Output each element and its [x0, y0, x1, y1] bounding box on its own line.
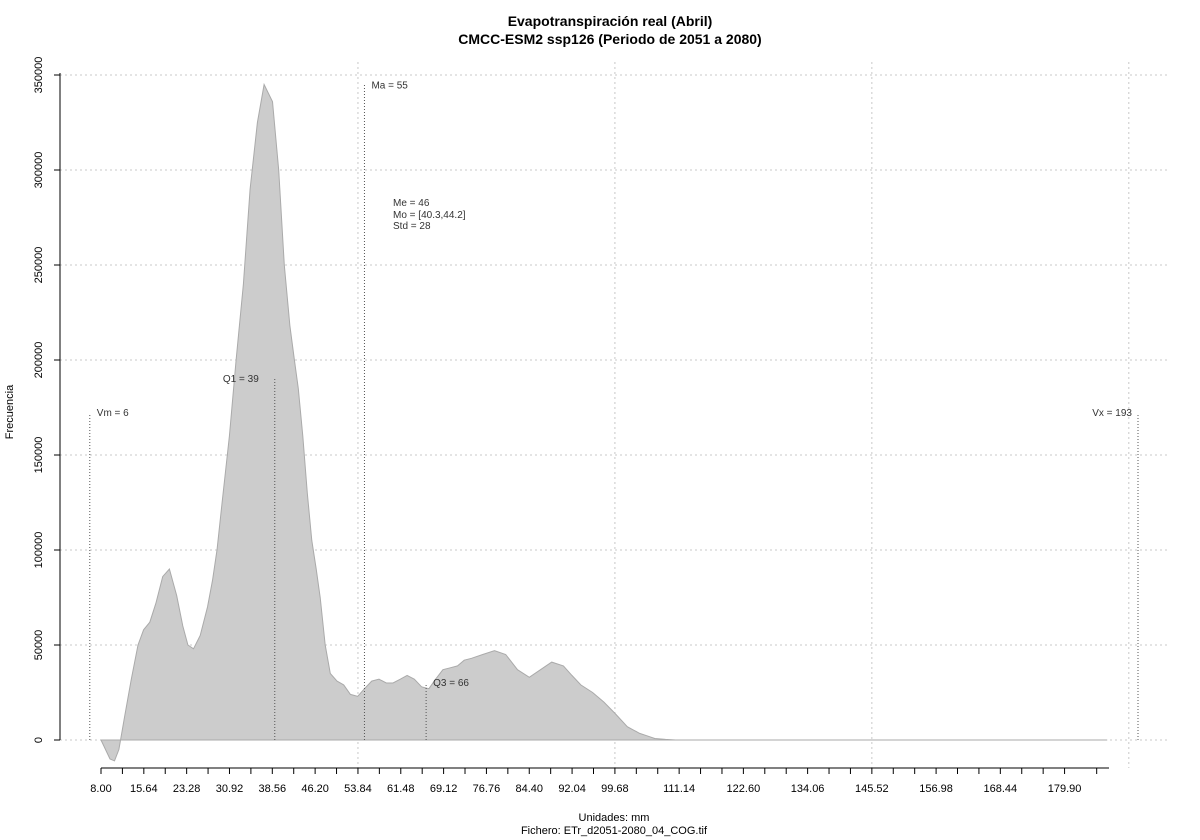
x-tick-label: 61.48	[387, 783, 415, 795]
x-tick-label: 179.90	[1048, 783, 1082, 795]
y-axis-title: Frecuencia	[4, 384, 16, 439]
stat-mode: Mo = [40.3,44.2]	[393, 210, 466, 221]
x-tick-label: 92.04	[558, 783, 586, 795]
y-tick-label: 350000	[33, 57, 45, 94]
y-tick-label: 200000	[33, 342, 45, 379]
y-tick-label: 0	[33, 737, 45, 743]
y-tick-label: 100000	[33, 532, 45, 569]
x-tick-label: 99.68	[601, 783, 629, 795]
chart-title: Evapotranspiración real (Abril)	[508, 13, 713, 29]
stats-annotation: Me = 46 Mo = [40.3,44.2] Std = 28	[393, 198, 466, 232]
statistic-markers: Vm = 6 Q1 = 39 Ma = 55 Q3 = 66 Vx = 193	[89, 81, 1139, 740]
axes	[59, 73, 1109, 769]
marker-label-ma: Ma = 55	[371, 81, 408, 92]
y-tick-label: 150000	[33, 437, 45, 474]
x-tick-label: 76.76	[473, 783, 501, 795]
x-tick-label: 46.20	[301, 783, 329, 795]
density-area-path	[100, 82, 1108, 762]
x-ticks: 8.00 15.64 23.28 30.92 38.56 46.20 53.84 61.48 6…	[90, 768, 1098, 795]
density-area	[100, 82, 1108, 762]
x-tick-label: 15.64	[130, 783, 158, 795]
stat-std: Std = 28	[393, 221, 431, 232]
marker-label-q3: Q3 = 66	[433, 678, 469, 689]
stat-median: Me = 46	[393, 198, 430, 209]
y-tick-label: 300000	[33, 152, 45, 189]
x-tick-label: 23.28	[173, 783, 201, 795]
y-tick-label: 250000	[33, 247, 45, 284]
x-tick-label: 30.92	[216, 783, 244, 795]
y-ticks: 0 50000 100000 150000 200000 250000 300000 3500…	[33, 57, 60, 743]
x-tick-label: 69.12	[430, 783, 458, 795]
x-tick-label: 53.84	[344, 783, 372, 795]
x-tick-label: 134.06	[791, 783, 825, 795]
y-tick-label: 50000	[33, 630, 45, 661]
chart-subtitle: CMCC-ESM2 ssp126 (Periodo de 2051 a 2080…	[458, 31, 761, 47]
x-axis-title: Unidades: mm	[579, 812, 650, 824]
marker-label-vm: Vm = 6	[97, 408, 129, 419]
x-tick-label: 156.98	[919, 783, 953, 795]
x-tick-label: 38.56	[259, 783, 287, 795]
x-tick-label: 168.44	[984, 783, 1018, 795]
x-tick-label: 111.14	[663, 783, 695, 795]
footer-filename: Fichero: ETr_d2051-2080_04_COG.tif	[521, 825, 708, 837]
marker-label-vx: Vx = 193	[1092, 408, 1132, 419]
x-tick-label: 145.52	[855, 783, 889, 795]
x-tick-label: 8.00	[90, 783, 111, 795]
x-tick-label: 122.60	[727, 783, 761, 795]
marker-label-q1: Q1 = 39	[223, 374, 259, 385]
x-tick-label: 84.40	[515, 783, 543, 795]
